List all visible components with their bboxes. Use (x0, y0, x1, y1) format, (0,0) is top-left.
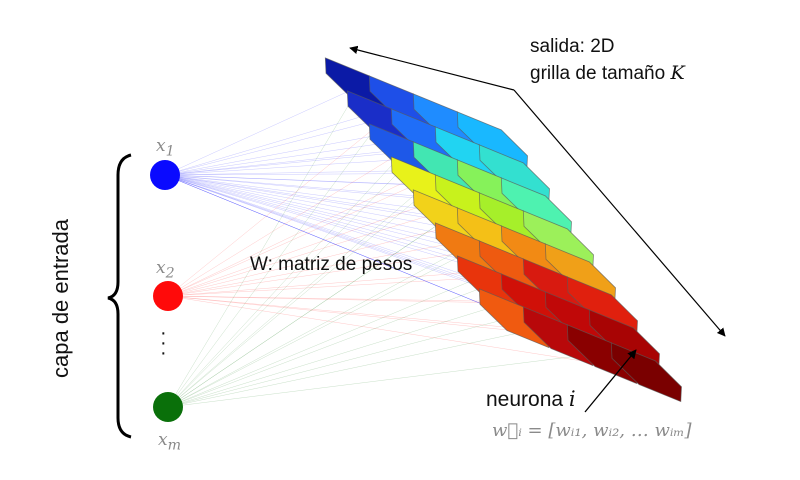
weight-line (167, 295, 647, 372)
width-arrow (349, 45, 515, 91)
weight-line (164, 174, 449, 219)
weight-line (167, 316, 515, 408)
xm-label: xm (158, 430, 182, 454)
input-layer-brace (107, 153, 132, 439)
output-grid (324, 57, 682, 403)
neuron-label-var: i (568, 387, 576, 411)
grid-size-text: grilla de tamaño (530, 63, 671, 84)
neuron-label-text: neurona (486, 388, 569, 411)
weight-matrix-text: : matriz de pesos (267, 254, 413, 275)
neuron-weight-formula: w⃗ᵢ = [wᵢ₁, wᵢ₂, … wᵢₘ] (492, 420, 692, 441)
height-arrow (513, 89, 726, 337)
input-layer-label: capa de entrada (48, 218, 73, 378)
weight-line (167, 268, 515, 297)
weight-line (167, 169, 449, 297)
x2-label: x2 (156, 258, 175, 282)
weight-line (164, 174, 493, 285)
output-label-text: salida: 2D (530, 36, 615, 57)
weight-line (167, 235, 493, 297)
ellipsis-dots: · · · (160, 322, 167, 364)
input-node (150, 160, 180, 190)
weight-line (164, 174, 427, 186)
weight-line (167, 217, 449, 408)
weight-line (164, 118, 383, 176)
weight-matrix-label: W: matriz de pesos (250, 254, 412, 276)
weight-line (167, 352, 603, 408)
weight-line (167, 103, 405, 297)
weight-line (164, 85, 361, 176)
weight-line (167, 184, 427, 408)
weight-line (167, 136, 427, 297)
neuron-pointer-arrow (584, 349, 637, 413)
weight-line (167, 151, 405, 408)
input-nodes (150, 160, 183, 422)
weight-line (167, 295, 559, 336)
weight-line (167, 295, 537, 303)
output-label: salida: 2D (530, 36, 615, 58)
weight-matrix-symbol: W (250, 254, 268, 275)
weight-line (164, 151, 405, 176)
weight-line (167, 85, 361, 408)
weight-line (164, 174, 515, 318)
weight-line (167, 283, 493, 408)
dimension-arrows (349, 45, 726, 413)
weight-line (167, 118, 383, 408)
grid-size-var: K (670, 62, 685, 84)
weight-line (164, 174, 471, 252)
weight-line (167, 250, 471, 408)
grid-size-label: grilla de tamaño K (530, 62, 685, 85)
input-node (153, 392, 183, 422)
input-node (153, 281, 183, 311)
weight-line (167, 202, 471, 297)
x1-label: x1 (156, 136, 175, 160)
neuron-label: neurona i (486, 387, 576, 412)
weight-line (167, 319, 581, 408)
